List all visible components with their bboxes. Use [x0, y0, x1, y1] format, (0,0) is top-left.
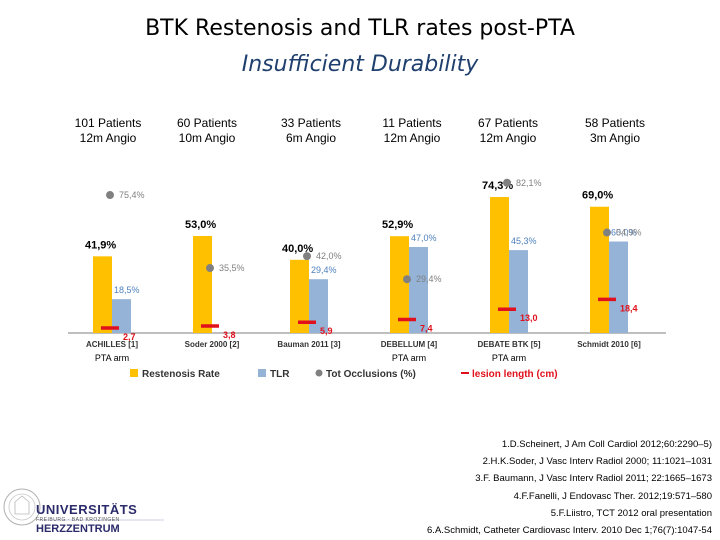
- lesion-length-label: 2,7: [123, 332, 136, 342]
- tlr-bar: [309, 279, 328, 333]
- legend-swatch-tlr: [258, 369, 266, 377]
- angio-interval: 6m Angio: [285, 131, 337, 145]
- column-header: 60 Patients 10m Angio: [152, 116, 262, 146]
- category-label: Soder 2000 [2]: [185, 340, 240, 349]
- occlusion-label: 54,9%: [616, 228, 642, 238]
- occlusion-label: 29,4%: [416, 274, 442, 284]
- column-header: 58 Patients 3m Angio: [560, 116, 670, 146]
- category-note: PTA arm: [95, 353, 129, 363]
- lesion-length-label: 3,8: [223, 330, 236, 340]
- logo-name: UNIVERSITÄTS: [36, 502, 138, 517]
- occlusion-point: [503, 178, 511, 187]
- reference-item: 3.F. Baumann, J Vasc Interv Radiol 2011;…: [475, 473, 712, 485]
- legend-label-occlusions: Tot Occlusions (%): [326, 369, 416, 380]
- reference-item: 4.F.Fanelli, J Endovasc Ther. 2012;19:57…: [513, 490, 712, 502]
- legend-swatch-restenosis: [130, 369, 138, 377]
- restenosis-bar: [590, 206, 609, 333]
- lesion-length-label: 7,4: [420, 323, 433, 333]
- legend-label-tlr: TLR: [270, 369, 290, 380]
- category-note: PTA arm: [492, 353, 526, 363]
- slide-subtitle: Insufficient Durability: [241, 52, 479, 77]
- category-label: DEBATE BTK [5]: [478, 340, 541, 349]
- restenosis-bar: [290, 259, 309, 333]
- restenosis-label: 53,0%: [185, 219, 216, 231]
- category-label: Bauman 2011 [3]: [277, 340, 340, 349]
- reference-item: 2.H.K.Soder, J Vasc Interv Radiol 2000; …: [482, 456, 712, 468]
- logo-subline: FREIBURG · BAD KROZINGEN: [36, 517, 120, 523]
- lesion-length-label: 13,0: [520, 313, 538, 323]
- patients-count: 67 Patients: [477, 116, 539, 130]
- patients-count: 33 Patients: [280, 116, 342, 130]
- occlusion-point: [106, 191, 114, 200]
- angio-interval: 3m Angio: [589, 131, 641, 145]
- tlr-bar: [509, 250, 528, 333]
- tlr-bar: [409, 246, 428, 333]
- patients-count: 11 Patients: [382, 116, 442, 130]
- restenosis-bar: [193, 236, 212, 333]
- angio-interval: 12m Angio: [479, 131, 537, 145]
- tlr-bar: [112, 299, 131, 333]
- tlr-label: 29,4%: [311, 265, 337, 275]
- occlusion-label: 42,0%: [316, 251, 342, 261]
- restenosis-bar: [390, 236, 409, 333]
- patients-count: 58 Patients: [584, 116, 646, 130]
- category-label: ACHILLES [1]: [86, 340, 138, 349]
- occlusion-point: [206, 264, 214, 273]
- restenosis-bar: [490, 197, 509, 333]
- occlusion-label: 35,5%: [219, 263, 245, 273]
- reference-item: 1.D.Scheinert, J Am Coll Cardiol 2012;60…: [501, 439, 712, 450]
- restenosis-label: 52,9%: [382, 219, 413, 231]
- category-label: Schmidt 2010 [6]: [577, 340, 641, 349]
- restenosis-label: 41,9%: [85, 239, 116, 251]
- lesion-length-label: 5,9: [320, 326, 333, 336]
- patients-count: 60 Patients: [176, 116, 238, 130]
- category-label: DEBELLUM [4]: [381, 340, 438, 349]
- reference-item: 5.F.Liistro, TCT 2012 oral presentation: [550, 507, 712, 519]
- angio-interval: 10m Angio: [178, 131, 236, 145]
- column-header: 11 Patients 12m Angio: [357, 116, 467, 146]
- column-header: 33 Patients 6m Angio: [256, 116, 366, 146]
- category-note: PTA arm: [392, 353, 426, 363]
- restenosis-label: 69,0%: [582, 190, 613, 202]
- angio-interval: 12m Angio: [79, 131, 137, 145]
- legend-swatch-occlusions: [315, 369, 323, 377]
- lesion-length-label: 18,4: [620, 303, 638, 313]
- restenosis-label: 40,0%: [282, 243, 313, 255]
- references: 1.D.Scheinert, J Am Coll Cardiol 2012;60…: [427, 436, 712, 539]
- legend-label-restenosis: Restenosis Rate: [142, 369, 220, 380]
- university-seal-logo: [3, 488, 164, 526]
- occlusion-label: 75,4%: [119, 190, 145, 200]
- slide-title: BTK Restenosis and TLR rates post-PTA: [145, 16, 575, 41]
- tlr-label: 60,0%: [611, 228, 637, 238]
- occlusion-point: [303, 252, 311, 261]
- column-header: 67 Patients 12m Angio: [453, 116, 563, 146]
- restenosis-bar: [93, 256, 112, 333]
- occlusion-label: 82,1%: [516, 178, 542, 188]
- tlr-label: 18,5%: [114, 285, 140, 295]
- tlr-label: 45,3%: [511, 236, 537, 246]
- reference-item: 6.A.Schmidt, Catheter Cardiovasc Interv.…: [427, 525, 712, 537]
- legend-label-lesion: lesion length (cm): [472, 369, 558, 380]
- tlr-bar: [609, 241, 628, 333]
- logo-name-2: HERZZENTRUM: [36, 523, 120, 535]
- angio-interval: 12m Angio: [383, 131, 441, 145]
- occlusion-point: [603, 228, 611, 237]
- patients-count: 101 Patients: [74, 116, 142, 130]
- column-header: 101 Patients 12m Angio: [53, 116, 163, 146]
- tlr-label: 47,0%: [411, 233, 437, 243]
- occlusion-point: [403, 275, 411, 284]
